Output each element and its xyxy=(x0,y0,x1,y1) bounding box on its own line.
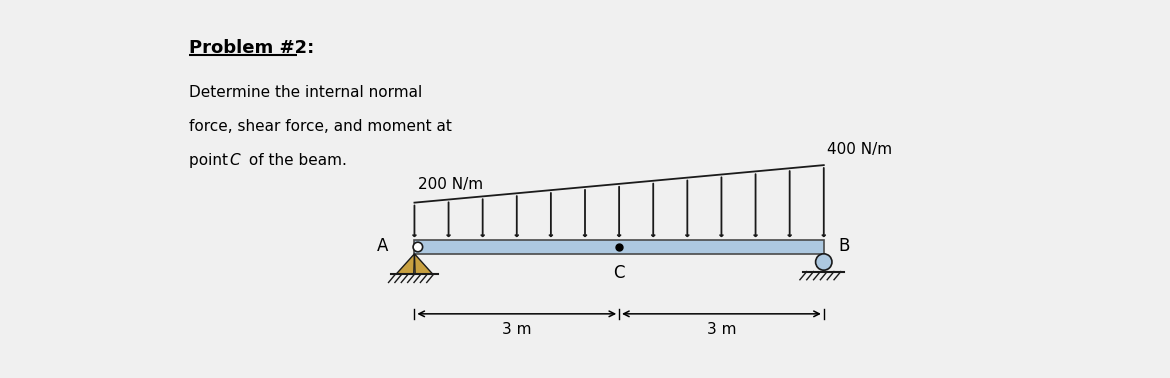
Text: A: A xyxy=(377,237,388,255)
Circle shape xyxy=(413,242,422,252)
Circle shape xyxy=(815,254,832,270)
Text: of the beam.: of the beam. xyxy=(243,153,346,168)
Polygon shape xyxy=(395,254,414,274)
Text: C: C xyxy=(229,153,240,168)
Text: force, shear force, and moment at: force, shear force, and moment at xyxy=(190,119,452,134)
Text: point: point xyxy=(190,153,233,168)
Text: 3 m: 3 m xyxy=(502,322,531,337)
Text: 400 N/m: 400 N/m xyxy=(827,142,893,157)
Text: Problem #2:: Problem #2: xyxy=(190,39,315,57)
Text: 3 m: 3 m xyxy=(707,322,736,337)
FancyBboxPatch shape xyxy=(414,240,824,254)
Text: B: B xyxy=(839,237,851,255)
Text: C: C xyxy=(613,264,625,282)
Polygon shape xyxy=(414,254,433,274)
Text: 200 N/m: 200 N/m xyxy=(418,177,483,192)
Text: Determine the internal normal: Determine the internal normal xyxy=(190,85,422,100)
